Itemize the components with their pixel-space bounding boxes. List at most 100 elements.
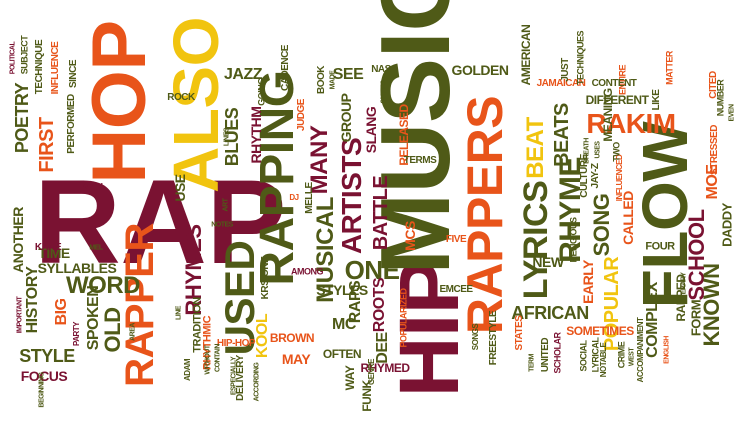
word-hip-hop: HIP-HOP: [216, 338, 256, 349]
word-notes: NOTES: [211, 221, 233, 229]
word-artists: ARTISTS: [336, 137, 367, 255]
word-contain: CONTAIN: [214, 344, 222, 372]
word-different: DIFFERENT: [585, 93, 649, 107]
word-without: WITHOUT: [204, 345, 212, 375]
word-song: SONG: [589, 193, 614, 257]
word-new: NEW: [532, 254, 564, 270]
word-freestyle: FREESTYLE: [488, 310, 499, 366]
word-jay-z: JAY-Z: [590, 163, 601, 189]
word-two: TWO: [611, 142, 622, 162]
word-breath: BREATH: [583, 138, 591, 164]
word-melle: MELLE: [304, 182, 315, 214]
word-among: AMONG: [291, 266, 324, 277]
word-brown: BROWN: [269, 331, 315, 345]
word-terms: TERMS: [403, 155, 437, 166]
word-uses: USES: [594, 141, 602, 159]
word-social: SOCIAL: [578, 340, 589, 372]
word-early: EARLY: [580, 260, 596, 304]
word-united: UNITED: [540, 337, 551, 373]
word-see: SEE: [332, 66, 364, 83]
word-political: POLITICAL: [9, 41, 17, 75]
word-performed: PERFORMED: [66, 94, 77, 154]
word-first: FIRST: [36, 117, 58, 173]
word-matter: MATTER: [664, 51, 675, 85]
word-style: STYLE: [19, 346, 75, 366]
word-one: ONE: [344, 255, 400, 285]
word-west: WEST: [628, 347, 636, 367]
word-history: HISTORY: [24, 266, 41, 334]
word-rhymed: RHYMED: [360, 361, 410, 375]
word-rapper: RAPPER: [118, 223, 162, 387]
word-sometimes: SOMETIMES: [566, 324, 634, 338]
word-term: TERM: [528, 354, 536, 372]
word-book: BOOK: [316, 66, 327, 94]
word-even: EVEN: [728, 104, 736, 122]
word-line: LINE: [175, 306, 183, 320]
word-use: USE: [172, 174, 188, 202]
word-daddy: DADDY: [719, 203, 735, 247]
word-states: STATES: [514, 315, 525, 351]
word-cadence: CADENCE: [280, 45, 291, 91]
word-jazz: JAZZ: [224, 66, 263, 83]
word-adam: ADAM: [183, 359, 192, 381]
word-form: FORM: [688, 299, 704, 337]
word-syllables: SYLLABLES: [37, 260, 117, 276]
word-roots: ROOTS: [371, 277, 388, 333]
word-technique: TECHNIQUE: [34, 39, 45, 95]
word-mcs: MCS: [402, 221, 418, 251]
word-hop: HOP: [77, 20, 162, 184]
word-poetry: POETRY: [12, 82, 32, 154]
word-known: KNOWN: [699, 263, 724, 347]
word-rhythm: RHYTHM: [248, 106, 264, 164]
word-judge: JUDGE: [296, 99, 307, 131]
word-subject: SUBJECT: [19, 35, 30, 75]
word-dee: DEE: [374, 332, 391, 364]
word-emcee: EMCEE: [439, 284, 473, 295]
word-literary: LITERARY: [680, 272, 688, 304]
word-religious: RELIGIOUS: [568, 217, 579, 263]
word-kool: KOOL: [254, 313, 271, 359]
word-beat: BEAT: [522, 117, 549, 179]
word-influence: INFLUENCE: [50, 41, 61, 95]
word-four: FOUR: [645, 240, 675, 253]
word-nas: NAS: [371, 64, 391, 75]
word-golden: GOLDEN: [451, 62, 509, 78]
word-way: WAY: [343, 365, 357, 391]
word-lines: LINES: [223, 127, 231, 147]
word-beginning: BEGINNING: [38, 372, 46, 408]
word-notable: NOTABLE: [599, 342, 608, 378]
word-spoken: SPOKEN: [85, 285, 102, 351]
word-also: ALSO: [160, 17, 232, 193]
word-may: MAY: [281, 351, 311, 367]
word-old: OLD: [100, 307, 125, 353]
word-another: ANOTHER: [10, 207, 26, 273]
word-art: ART: [222, 198, 230, 212]
word-techniques: TECHNIQUES: [575, 30, 586, 86]
word-five: FIVE: [445, 234, 467, 245]
word-mc: MC: [332, 316, 356, 333]
word-focus: FOCUS: [20, 368, 68, 384]
word-big: BIG: [53, 298, 70, 326]
word-mel: MEL: [89, 244, 103, 252]
word-area: AREA: [129, 323, 137, 341]
word-content: CONTENT: [591, 78, 637, 89]
word-according: ACCORDING: [253, 362, 261, 402]
word-like: LIKE: [651, 89, 662, 111]
word-dj: DJ: [289, 193, 299, 202]
word-delivery: DELIVERY: [235, 355, 246, 401]
word-battle: BATTLE: [370, 175, 392, 251]
word-crime: CRIME: [616, 341, 627, 369]
word-slang: SLANG: [363, 106, 379, 154]
word-krs-one: KRS-ONE: [260, 256, 271, 300]
word-often: OFTEN: [322, 347, 362, 361]
word-popularized: POPULARIZED: [398, 288, 409, 348]
word-african: AFRICAN: [511, 303, 589, 323]
word-time: TIME: [38, 245, 70, 261]
word-cited: CITED: [708, 71, 719, 99]
word-stressed: STRESSED: [709, 125, 720, 175]
word-scholar: SCHOLAR: [552, 332, 563, 374]
word-jamaican: JAMAICAN: [536, 78, 586, 89]
word-rock: ROCK: [167, 92, 195, 103]
word-american: AMERICAN: [519, 24, 533, 86]
word-genre: GENRE: [367, 359, 376, 385]
